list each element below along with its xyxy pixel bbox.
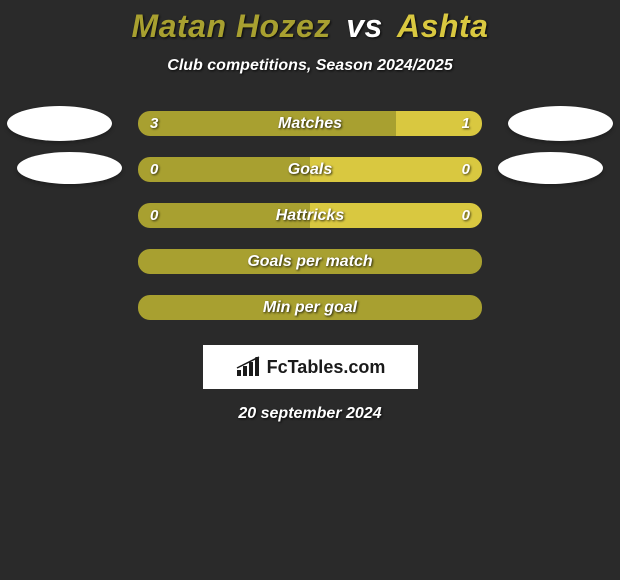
player2-avatar bbox=[498, 152, 603, 184]
brand-logo: FcTables.com bbox=[203, 345, 418, 389]
stat-bar-right: 1 bbox=[396, 111, 482, 136]
stat-row: Min per goal bbox=[0, 287, 620, 333]
footer-date: 20 september 2024 bbox=[0, 405, 620, 423]
stat-bar-empty: Goals per match bbox=[138, 249, 482, 274]
stat-row: 00Goals bbox=[0, 149, 620, 195]
stat-row: 00Hattricks bbox=[0, 195, 620, 241]
stat-value-left: 3 bbox=[150, 115, 158, 132]
page-title: Matan Hozez vs Ashta bbox=[0, 8, 620, 45]
stat-row: Goals per match bbox=[0, 241, 620, 287]
stat-bar-right: 0 bbox=[310, 157, 482, 182]
stat-value-right: 0 bbox=[462, 207, 470, 224]
stat-bar-left: 0 bbox=[138, 203, 310, 228]
player1-name: Matan Hozez bbox=[132, 8, 331, 44]
player1-avatar bbox=[17, 152, 122, 184]
player2-name: Ashta bbox=[397, 8, 488, 44]
stat-bar-empty: Min per goal bbox=[138, 295, 482, 320]
stat-label: Min per goal bbox=[263, 299, 357, 317]
stat-bar-right: 0 bbox=[310, 203, 482, 228]
stat-bar-left: 3 bbox=[138, 111, 396, 136]
stat-value-left: 0 bbox=[150, 161, 158, 178]
stat-bar: 00Goals bbox=[138, 157, 482, 182]
stat-bar: 31Matches bbox=[138, 111, 482, 136]
stat-bar: 00Hattricks bbox=[138, 203, 482, 228]
stat-value-left: 0 bbox=[150, 207, 158, 224]
subtitle: Club competitions, Season 2024/2025 bbox=[0, 57, 620, 75]
brand-logo-text: FcTables.com bbox=[267, 357, 386, 378]
stat-value-right: 1 bbox=[462, 115, 470, 132]
vs-label: vs bbox=[346, 8, 383, 44]
chart-icon bbox=[235, 356, 261, 378]
stat-row: 31Matches bbox=[0, 103, 620, 149]
player1-avatar bbox=[7, 106, 112, 141]
stat-label: Goals per match bbox=[247, 253, 372, 271]
stat-bar-left: 0 bbox=[138, 157, 310, 182]
comparison-infographic: Matan Hozez vs Ashta Club competitions, … bbox=[0, 0, 620, 423]
stat-value-right: 0 bbox=[462, 161, 470, 178]
stats-list: 31Matches00Goals00HattricksGoals per mat… bbox=[0, 103, 620, 333]
player2-avatar bbox=[508, 106, 613, 141]
